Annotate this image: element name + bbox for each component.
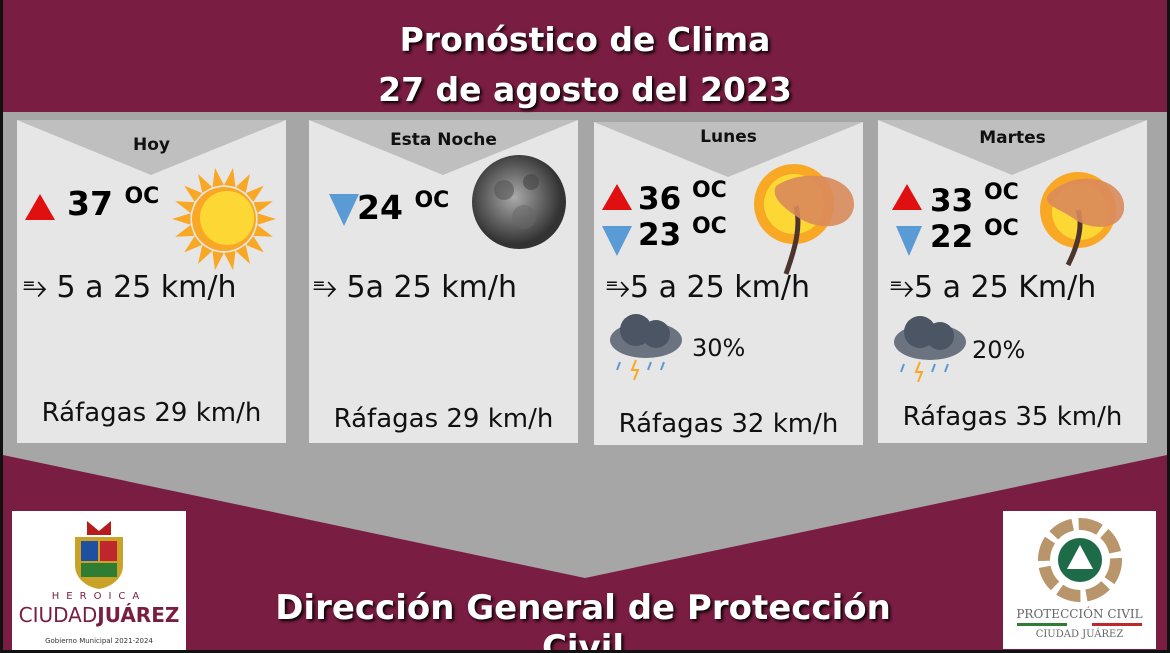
card-header-chevron — [309, 120, 578, 175]
windy-sun-tree-icon — [754, 164, 855, 275]
card-label: Esta Noche — [390, 130, 497, 150]
wind-icon: ⥱ — [606, 270, 630, 305]
wind-icon: ⥱ — [23, 270, 47, 305]
forecast-card-hoy: Hoy 37 OC ⥱ 5 a 25 km/h Ráfagas 29 km/h — [17, 120, 286, 443]
forecast-card-esta-noche: Esta Noche 24 OC ⥱ 5a 25 km/h Ráfagas 29… — [309, 120, 578, 443]
gusts: Ráfagas 29 km/h — [333, 404, 554, 434]
high-temp: 37 OC — [67, 184, 160, 223]
card-label: Hoy — [133, 135, 170, 155]
high-arrow-icon — [25, 194, 55, 220]
high-temp: 33 OC — [930, 180, 1019, 219]
gusts: Ráfagas 32 km/h — [618, 409, 839, 439]
storm-cloud-icon — [894, 316, 966, 382]
high-temp: 36 OC — [638, 178, 727, 217]
coat-of-arms-icon — [75, 521, 123, 589]
forecast-card-lunes: Lunes 36 OC 23 OC ⥱5 a 25 km/h 30% Ráfag… — [594, 122, 863, 445]
ciudad-juarez-logo: HEROICA CIUDADJUÁREZ Gobierno Municipal … — [12, 511, 186, 650]
rain-probability: 30% — [692, 334, 746, 362]
card-header-chevron — [594, 122, 863, 177]
date: 27 de agosto del 2023 — [378, 70, 792, 109]
rain-probability: 20% — [972, 336, 1026, 364]
wind-speed: ⥱ 5 a 25 km/h — [23, 270, 237, 305]
gusts: Ráfagas 29 km/h — [41, 398, 262, 428]
storm-cloud-icon — [610, 314, 682, 380]
low-temp: 24 OC — [357, 188, 450, 227]
card-header-chevron — [17, 120, 286, 175]
wind-speed: ⥱5 a 25 Km/h — [890, 270, 1097, 305]
forecast-card-martes: Martes 33 OC 22 OC ⥱5 a 25 Km/h 20% Ráfa… — [878, 120, 1147, 443]
card-header-chevron — [878, 120, 1147, 175]
grey-chevron-band — [3, 112, 1167, 578]
low-temp: 22 OC — [930, 216, 1019, 255]
high-arrow-icon — [602, 184, 632, 210]
low-arrow-icon — [896, 226, 922, 256]
card-label: Lunes — [700, 127, 757, 147]
wind-speed: ⥱ 5a 25 km/h — [313, 270, 517, 305]
low-arrow-icon — [329, 194, 359, 226]
sun-icon — [172, 167, 276, 271]
title: Pronóstico de Clima — [399, 20, 771, 59]
wind-icon: ⥱ — [890, 270, 914, 305]
high-arrow-icon — [892, 184, 922, 210]
windy-sun-tree-icon — [1040, 172, 1125, 267]
card-label: Martes — [979, 128, 1046, 148]
forecast-slide: Pronóstico de Clima 27 de agosto del 202… — [3, 0, 1167, 650]
flag-stripe — [1017, 623, 1142, 626]
gusts: Ráfagas 35 km/h — [902, 402, 1123, 432]
low-arrow-icon — [602, 226, 632, 256]
moon-icon — [472, 155, 566, 249]
proteccion-civil-logo: PROTECCIÓN CIVIL CIUDAD JUÁREZ — [1003, 511, 1156, 649]
wind-icon: ⥱ — [313, 270, 337, 305]
proteccion-civil-emblem-icon — [1038, 518, 1122, 602]
wind-speed: ⥱5 a 25 km/h — [606, 270, 810, 305]
low-temp: 23 OC — [638, 214, 727, 253]
footer-title: Dirección General de Protección Civil — [275, 588, 891, 650]
